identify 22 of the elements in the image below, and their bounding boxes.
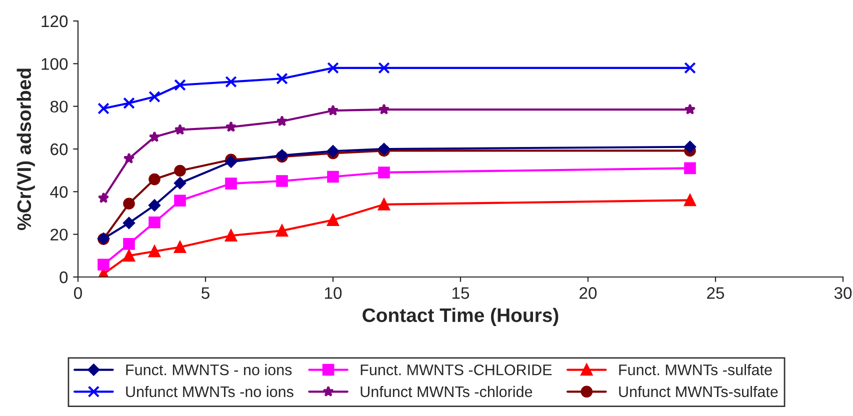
y-tick-label: 40 (50, 186, 68, 198)
x-tick-label: 20 (580, 287, 597, 299)
x-tick-label: 30 (834, 287, 852, 299)
y-tick-label: 0 (60, 271, 68, 284)
legend-label: Unfunct MWNTs -chloride (360, 386, 532, 398)
legend-label: Funct. MWNTs -sulfate (619, 364, 772, 376)
x-tick-label: 10 (325, 287, 342, 299)
x-tick-label: 15 (452, 287, 470, 299)
x-tick-label: 0 (74, 287, 82, 299)
y-tick-label: 20 (50, 228, 68, 241)
y-axis-title: %Cr(VI) adsorbed (16, 68, 35, 230)
y-tick-label: 80 (50, 100, 68, 113)
x-axis-title: Contact Time (Hours) (362, 308, 558, 326)
legend-label: Funct. MWNTS -CHLORIDE (360, 364, 552, 376)
y-tick-label: 120 (42, 15, 68, 28)
y-tick-label: 60 (50, 143, 68, 156)
x-tick-label: 5 (202, 287, 210, 299)
legend-label: Unfunct MWNTs-sulfate (619, 386, 778, 398)
legend-label: Unfunct MWNTs -no ions (126, 386, 294, 398)
legend-label: Funct. MWNTS - no ions (126, 364, 292, 376)
x-tick-label: 25 (707, 287, 724, 299)
y-tick-label: 100 (42, 58, 68, 70)
